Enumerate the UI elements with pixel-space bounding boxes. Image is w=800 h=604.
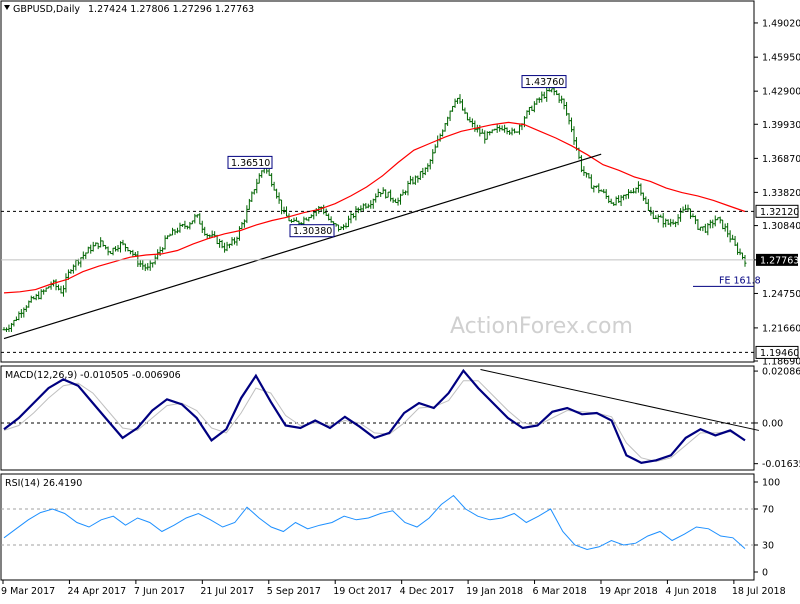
price-trendline bbox=[3, 153, 602, 340]
annotation-label: 1.36510 bbox=[231, 158, 270, 169]
price-tick-label: 1.18690 bbox=[762, 357, 800, 368]
x-tick-label: 18 Jul 2018 bbox=[732, 586, 786, 597]
current-price-label: 1.27763 bbox=[760, 255, 799, 266]
annotation-box bbox=[227, 155, 273, 169]
price-tick-label: 1.36870 bbox=[762, 154, 800, 165]
symbol-label: GBPUSD,Daily bbox=[13, 4, 80, 15]
x-tick-label: 21 Jul 2017 bbox=[200, 586, 254, 597]
x-tick-label: 19 Oct 2017 bbox=[333, 586, 392, 597]
price-tick-label: 1.45950 bbox=[762, 53, 800, 64]
annotation-label: 1.43760 bbox=[525, 77, 564, 88]
price-tick-label: 1.24750 bbox=[762, 289, 800, 300]
annotation-label: 1.30380 bbox=[293, 226, 332, 237]
macd-signal-line bbox=[3, 380, 746, 463]
x-tick-label: 7 Jun 2017 bbox=[134, 586, 185, 597]
rsi-panel bbox=[0, 473, 755, 581]
header: GBPUSD,Daily 1.27424 1.27806 1.27296 1.2… bbox=[4, 4, 254, 15]
collapse-arrow-icon[interactable] bbox=[4, 5, 10, 10]
price-tick-label: 1.39930 bbox=[762, 120, 800, 131]
ohlc-label: 1.27424 1.27806 1.27296 1.27763 bbox=[88, 4, 254, 15]
current-price-box bbox=[756, 253, 798, 266]
level-label: 1.32120 bbox=[760, 207, 799, 218]
x-tick-label: 24 Apr 2017 bbox=[67, 586, 126, 597]
x-tick-label: 4 Dec 2017 bbox=[400, 586, 455, 597]
rsi-tick-label: 100 bbox=[762, 478, 780, 489]
price-tick-label: 1.49020 bbox=[762, 18, 800, 29]
macd-line bbox=[3, 368, 746, 464]
price-tick-label: 1.33820 bbox=[762, 188, 800, 199]
watermark: ActionForex.com bbox=[450, 314, 633, 339]
x-tick-label: 4 Jun 2018 bbox=[665, 586, 716, 597]
rsi-title: RSI(14) 26.4190 bbox=[5, 478, 82, 489]
rsi-tick-label: 0 bbox=[762, 568, 768, 579]
annotation-box bbox=[521, 75, 567, 89]
price-tick-label: 1.21660 bbox=[762, 323, 800, 334]
macd-title: MACD(12,26,9) -0.010505 -0.006906 bbox=[5, 370, 181, 381]
level-label: 1.19460 bbox=[760, 348, 799, 359]
macd-panel bbox=[0, 365, 755, 471]
price-tick-label: 1.30840 bbox=[762, 221, 800, 232]
macd-tick-label: 0.00 bbox=[762, 418, 783, 429]
rsi-tick-label: 70 bbox=[762, 505, 774, 516]
x-tick-label: 9 Mar 2017 bbox=[1, 586, 55, 597]
price-panel bbox=[0, 0, 755, 363]
annotation-box bbox=[289, 224, 335, 238]
fe-label: FE 161.8 bbox=[719, 275, 761, 286]
macd-trendline bbox=[480, 368, 759, 431]
x-tick-label: 19 Apr 2018 bbox=[599, 586, 658, 597]
macd-tick-label: 0.020861 bbox=[762, 367, 800, 378]
x-tick-label: 6 Mar 2018 bbox=[533, 586, 587, 597]
x-tick-label: 19 Jan 2018 bbox=[466, 586, 523, 597]
price-tick-label: 1.42900 bbox=[762, 87, 800, 98]
rsi-tick-label: 30 bbox=[762, 541, 774, 552]
level-label-box bbox=[755, 204, 799, 218]
rsi-line bbox=[3, 494, 746, 551]
level-label-box bbox=[755, 345, 799, 359]
moving-average-line bbox=[3, 121, 746, 294]
x-tick-label: 5 Sep 2017 bbox=[267, 586, 321, 597]
macd-tick-label: -0.016357 bbox=[762, 459, 800, 470]
